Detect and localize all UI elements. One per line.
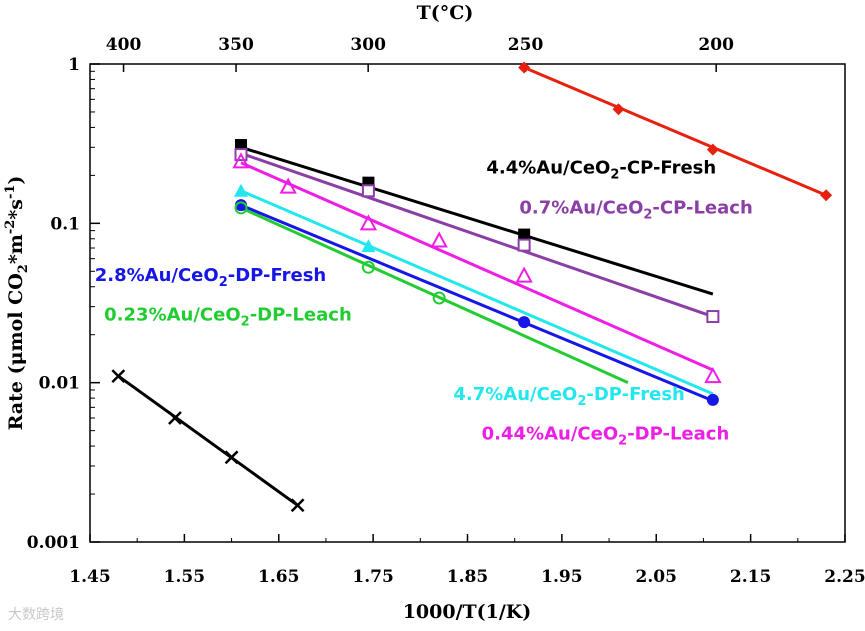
data-markers	[111, 61, 833, 513]
y-axis-title: Rate (μmol CO2*m-2*s-1)	[3, 176, 31, 431]
data-point	[430, 231, 448, 248]
axes: 1.45 1.55 1.65 1.75 1.85 1.95 2.05 2.15 2.25 0.00…	[27, 35, 865, 587]
fit-line	[523, 66, 827, 197]
data-point	[706, 310, 720, 324]
data-point	[359, 214, 378, 231]
x-tick-label: 2.15	[730, 567, 771, 587]
top-tick-label: 300	[350, 35, 386, 55]
fit-line	[240, 189, 714, 396]
x-tick-label: 1.45	[69, 567, 110, 587]
series-labels: 4.4%Au/CeO2-CP-Fresh 0.7%Au/CeO2-CP-Leach…	[95, 158, 753, 449]
fit-line	[240, 203, 714, 403]
data-point	[518, 228, 531, 241]
cross-stroke	[168, 411, 182, 425]
y-tick-label: 0.1	[50, 214, 80, 234]
data-point	[704, 366, 722, 384]
data-point	[361, 184, 375, 198]
cross-stroke	[224, 450, 239, 465]
data-point	[235, 139, 247, 152]
data-point	[706, 393, 719, 406]
data-point	[361, 239, 376, 253]
top-tick-label: 200	[698, 35, 734, 55]
x-tick-label: 1.85	[447, 567, 488, 587]
data-point	[820, 189, 833, 202]
series-label: 0.23%Au/CeO2-DP-Leach	[104, 305, 352, 330]
x-axis-title: 1000/T(1/K)	[403, 601, 532, 623]
y-tick-label: 0.01	[39, 374, 80, 394]
top-axis-title: T(°C)	[417, 2, 474, 24]
series-label: 4.4%Au/CeO2-CP-Fresh	[486, 158, 716, 183]
fit-line	[117, 374, 299, 507]
x-tick-label: 1.75	[352, 567, 393, 587]
data-point	[279, 177, 297, 194]
data-point	[111, 369, 126, 383]
data-point	[168, 411, 182, 425]
data-point	[234, 201, 248, 215]
y-tick-label: 1	[68, 55, 80, 75]
x-tick-label: 2.25	[824, 567, 865, 587]
series-label: 4.7%Au/CeO2-DP-Fresh	[453, 384, 685, 409]
x-tick-label: 1.95	[541, 567, 582, 587]
top-tick-label: 250	[508, 35, 544, 55]
x-tick-label: 1.65	[258, 567, 299, 587]
fit-line	[240, 145, 714, 296]
fit-line	[240, 161, 714, 372]
top-tick-label: 350	[218, 35, 254, 55]
data-point	[612, 103, 625, 116]
data-point	[232, 152, 250, 169]
cross-stroke	[111, 369, 126, 383]
data-point	[361, 260, 375, 274]
fit-line	[240, 151, 714, 318]
data-point	[234, 183, 248, 197]
top-tick-label: 400	[106, 35, 142, 55]
cross-stroke	[290, 498, 305, 513]
watermark: 大数跨境	[8, 607, 64, 623]
series-label: 0.44%Au/CeO2-DP-Leach	[482, 423, 730, 448]
x-tick-label: 2.05	[636, 567, 677, 587]
data-point	[518, 316, 531, 329]
data-point	[290, 498, 305, 513]
series-label: 0.7%Au/CeO2-CP-Leach	[519, 198, 752, 223]
plot-frame	[89, 63, 846, 543]
y-tick-label: 0.001	[27, 533, 80, 553]
data-point	[224, 450, 239, 465]
data-point	[517, 238, 531, 252]
data-point	[706, 143, 719, 156]
data-point	[515, 266, 533, 283]
series-label: 2.8%Au/CeO2-DP-Fresh	[95, 265, 327, 290]
data-point	[518, 61, 531, 74]
data-point	[432, 291, 446, 305]
x-tick-label: 1.55	[164, 567, 205, 587]
